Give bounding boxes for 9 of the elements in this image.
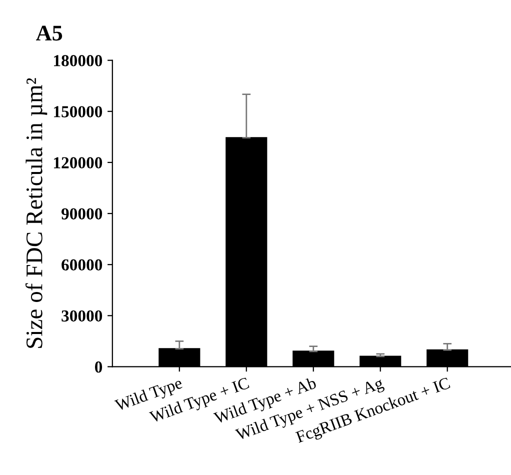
y-tick-label: 0 [95,361,102,373]
y-tick-label: 180000 [54,55,102,66]
y-axis-title: Size of FDC Reticula in µm² [25,78,48,348]
chart-title: A5 [36,26,62,41]
y-tick-label: 120000 [54,157,102,168]
y-tick-label: 150000 [54,106,102,118]
y-tick-label: 90000 [61,208,102,220]
y-tick-label: 30000 [62,310,102,322]
y-tick-label: 60000 [62,259,102,271]
